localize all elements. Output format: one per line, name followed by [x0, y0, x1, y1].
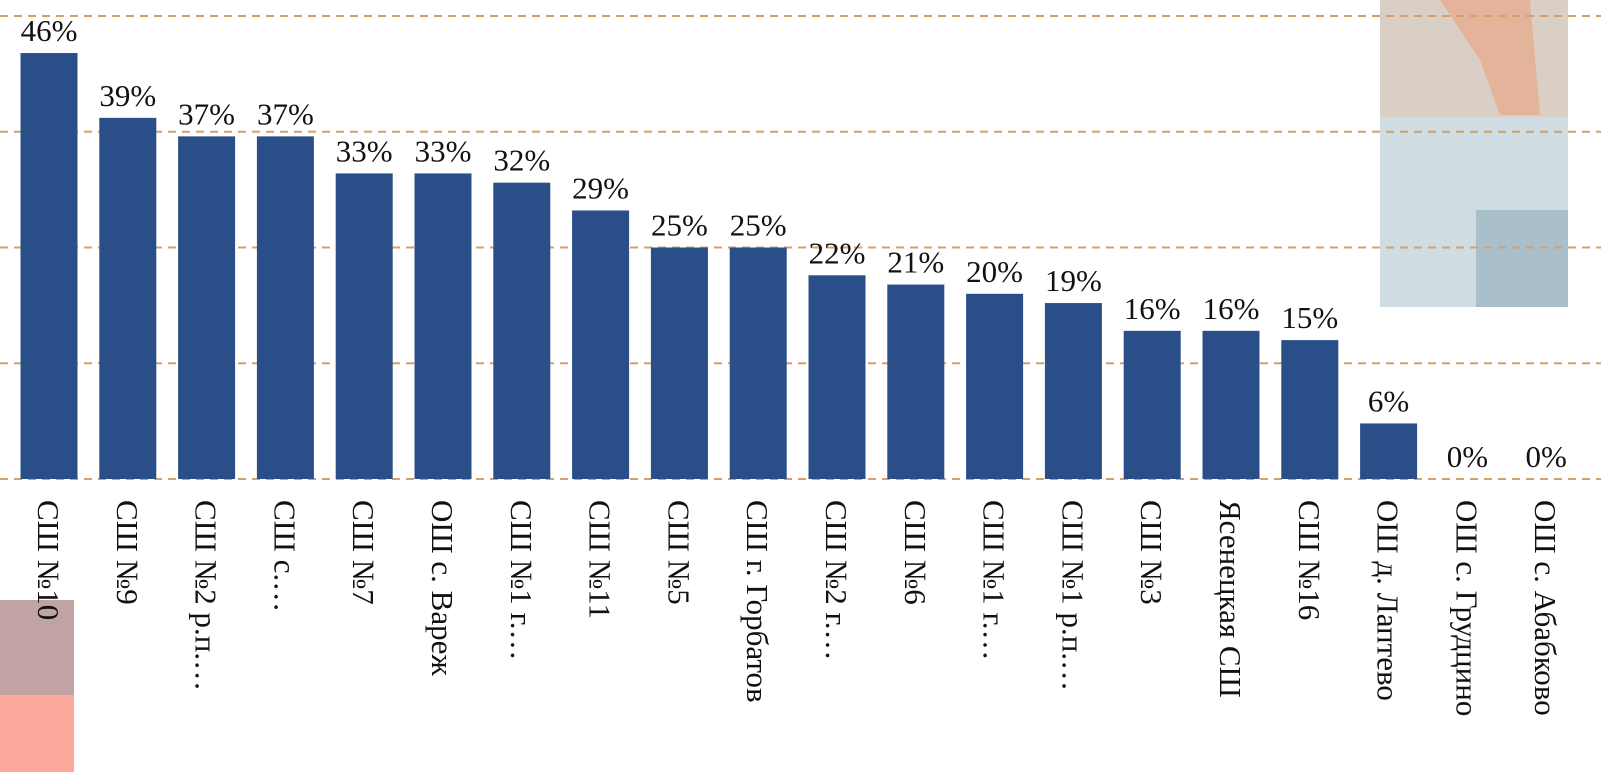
data-label: 25%: [651, 208, 708, 243]
bar: [493, 183, 550, 479]
x-tick-label: СШ №7: [346, 500, 381, 605]
deco-box: [0, 695, 74, 772]
x-tick-label: ОШ с. Грудцино: [1449, 500, 1484, 716]
data-label: 33%: [415, 133, 472, 168]
x-tick-label: СШ №6: [898, 500, 933, 605]
chart: 46% СШ №10 39% СШ №9 37% СШ №2 р.п.… 37% СШ с.……: [0, 0, 1601, 772]
data-label: 39%: [99, 78, 156, 113]
bar: [99, 118, 156, 479]
bar: [1281, 340, 1338, 479]
data-label: 0%: [1447, 439, 1488, 474]
bar: [887, 285, 944, 479]
data-label: 37%: [257, 96, 314, 131]
data-label: 16%: [1203, 291, 1260, 326]
bar: [1045, 303, 1102, 479]
x-tick-label: СШ №11: [583, 500, 618, 619]
x-tick-label: СШ №16: [1292, 500, 1327, 620]
x-tick-label: СШ №2 г.…: [819, 500, 854, 661]
x-tick-label: СШ с.…: [267, 500, 302, 612]
data-label: 32%: [493, 143, 550, 178]
x-tick-label: СШ №1 г.…: [977, 500, 1012, 661]
bar: [1203, 331, 1260, 479]
x-tick-label: СШ №9: [110, 500, 145, 605]
x-tick-label: СШ №1 р.п.…: [1055, 500, 1090, 691]
x-tick-label: СШ №1 г.…: [504, 500, 539, 661]
data-label: 20%: [966, 254, 1023, 289]
data-label: 16%: [1124, 291, 1181, 326]
bar: [651, 248, 708, 480]
data-label: 15%: [1281, 300, 1338, 335]
x-tick-label: ОШ с. Вареж: [425, 500, 460, 676]
x-tick-label: СШ №10: [31, 500, 66, 620]
x-tick-label: Ясенецкая СШ: [1213, 500, 1248, 698]
bar: [178, 136, 235, 479]
data-label: 6%: [1368, 383, 1409, 418]
bar: [336, 173, 393, 479]
bar: [572, 210, 629, 479]
x-tick-label: СШ г. Горбатов: [740, 500, 775, 703]
bar: [1360, 423, 1417, 479]
x-tick-label: СШ №2 р.п.…: [189, 500, 224, 691]
data-label: 19%: [1045, 263, 1102, 298]
data-label: 22%: [809, 235, 866, 270]
x-tick-label: ОШ д. Лаптево: [1371, 500, 1406, 701]
x-tick-label: ОШ с. Абабково: [1528, 500, 1563, 716]
data-label: 25%: [730, 208, 787, 243]
data-label: 33%: [336, 133, 393, 168]
data-label: 0%: [1526, 439, 1567, 474]
bar: [809, 275, 866, 479]
deco-box: [1476, 210, 1568, 307]
bar: [966, 294, 1023, 479]
bar: [1124, 331, 1181, 479]
bar: [730, 248, 787, 480]
data-label: 29%: [572, 170, 629, 205]
bar: [21, 53, 78, 479]
data-label: 21%: [887, 245, 944, 280]
data-label: 37%: [178, 96, 235, 131]
data-label: 46%: [21, 13, 78, 48]
x-tick-label: СШ №3: [1134, 500, 1169, 605]
bar: [257, 136, 314, 479]
bar: [415, 173, 472, 479]
x-tick-label: СШ №5: [661, 500, 696, 605]
